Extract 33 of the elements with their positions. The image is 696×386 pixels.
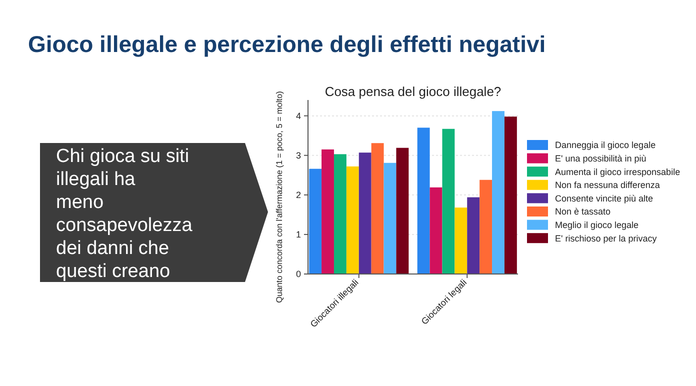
y-tick-label: 3 — [296, 150, 301, 161]
y-tick-label: 4 — [296, 110, 301, 121]
y-tick-label: 0 — [296, 269, 301, 280]
bar — [346, 166, 359, 274]
y-tick-label: 2 — [296, 190, 301, 200]
bar — [396, 148, 409, 274]
bar — [467, 197, 480, 274]
bar — [309, 168, 322, 274]
bar — [417, 128, 430, 274]
chart-subtitle: Cosa pensa del gioco illegale? — [324, 84, 502, 99]
bar — [492, 111, 504, 274]
legend-label: Meglio il gioco legale — [555, 220, 639, 230]
legend-label: E' una possibilità in più — [555, 153, 646, 164]
legend-label: Aumenta il gioco irresponsabile — [555, 166, 680, 177]
bar — [430, 187, 442, 274]
legend-label: Non fa nessuna differenza — [555, 180, 660, 190]
y-axis-title: Quanto concorda con l'affermazione (1 = poco, 5 = molto) — [274, 90, 284, 303]
legend-label: Non è tassato — [555, 206, 611, 217]
bar — [322, 149, 334, 274]
bar — [358, 152, 372, 274]
y-tick-label: 1 — [296, 230, 301, 240]
bar — [384, 162, 396, 274]
bar — [334, 154, 346, 274]
bar — [371, 143, 384, 274]
bar — [454, 208, 468, 274]
text: Chi gioca su siti illegali ha meno consapevolezza dei danni che questi creano — [56, 146, 193, 282]
bar — [504, 116, 517, 274]
legend-label: Danneggia il gioco legale — [555, 140, 656, 150]
legend-label: E' rischioso per la privacy — [555, 233, 658, 244]
chart-title: Gioco illegale e percezione degli effetti negativi — [28, 31, 546, 57]
bar — [442, 128, 455, 274]
legend-label: Consente vincite più alte — [555, 193, 654, 204]
bar — [480, 180, 492, 274]
